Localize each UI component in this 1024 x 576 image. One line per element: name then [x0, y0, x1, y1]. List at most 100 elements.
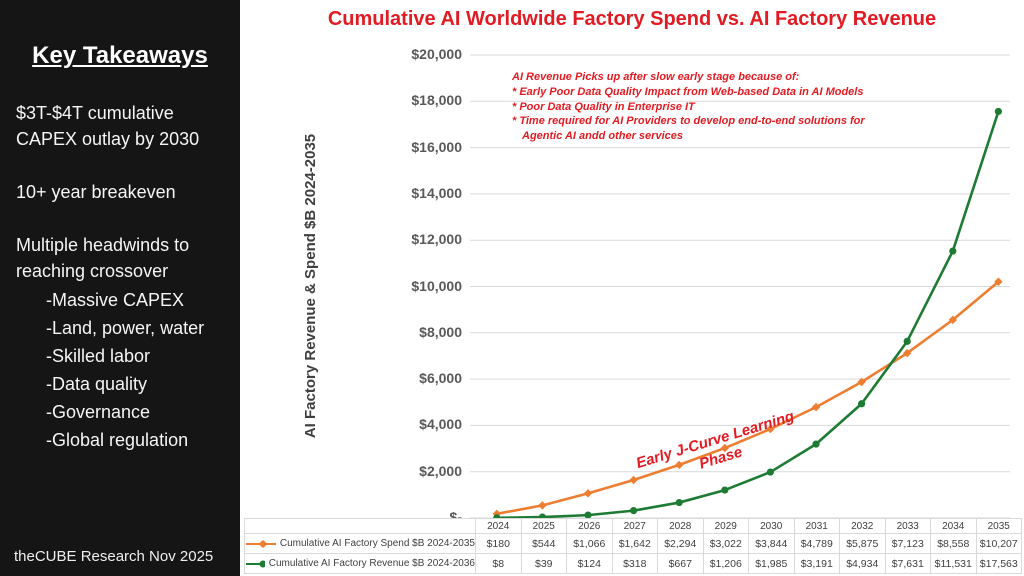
attribution-text: theCUBE Research Nov 2025 — [14, 548, 214, 565]
data-point-marker — [583, 489, 593, 498]
value-cell: $7,123 — [884, 533, 931, 554]
sidebar-body: $3T-$4T cumulative CAPEX outlay by 2030 1… — [16, 100, 240, 454]
y-tick-label: $8,000 — [419, 323, 462, 340]
y-tick-label: $10,000 — [411, 277, 462, 294]
series-line — [495, 110, 1000, 520]
value-cell: $1,985 — [748, 553, 795, 574]
data-point-marker — [766, 424, 775, 434]
data-point-marker — [949, 247, 957, 255]
takeaway-bullet: -Governance — [46, 402, 151, 422]
value-cell: $2,294 — [657, 533, 704, 554]
takeaway-bullet: -Data quality — [46, 374, 148, 394]
value-cell: $8,558 — [930, 533, 977, 554]
data-point-marker — [721, 486, 729, 494]
legend-cell: Cumulative AI Factory Revenue $B 2024-20… — [244, 553, 476, 574]
value-cell: $3,022 — [702, 533, 749, 554]
value-cell: $4,789 — [793, 533, 840, 554]
data-point-marker — [994, 277, 1003, 286]
data-point-marker — [766, 468, 775, 476]
data-point-marker — [629, 475, 638, 485]
data-point-marker — [948, 315, 957, 325]
takeaway-bullet: -Massive CAPEX — [46, 290, 185, 310]
value-cell: $4,934 — [839, 553, 886, 574]
legend-cell: Cumulative AI Factory Spend $B 2024-2035 — [244, 533, 476, 554]
year-header-cell: 2024 — [475, 518, 522, 534]
callout-line: AI Revenue Picks up after slow early sta… — [512, 71, 800, 83]
value-cell: $1,206 — [702, 553, 749, 574]
data-point-marker — [630, 507, 638, 515]
value-cell: $1,066 — [566, 533, 613, 554]
year-header-cell: 2028 — [657, 518, 704, 534]
value-cell: $1,642 — [611, 533, 658, 554]
y-tick-label: $4,000 — [419, 416, 462, 433]
revenue-callout-annotation: AI Revenue Picks up after slow early sta… — [512, 70, 942, 144]
legend-label: Cumulative AI Factory Revenue $B 2024-20… — [268, 558, 475, 569]
value-cell: $10,207 — [975, 533, 1022, 554]
value-cell: $5,875 — [839, 533, 886, 554]
value-cell: $318 — [611, 553, 658, 574]
value-cell: $39 — [520, 553, 567, 574]
data-point-marker — [858, 400, 866, 408]
value-cell: $180 — [475, 533, 522, 554]
data-point-marker — [538, 501, 547, 510]
table-row: Cumulative AI Factory Spend $B 2024-2035… — [244, 533, 1022, 554]
data-point-marker — [584, 511, 592, 519]
table-row: Cumulative AI Factory Revenue $B 2024-20… — [244, 553, 1022, 574]
chart-title: Cumulative AI Worldwide Factory Spend vs… — [327, 8, 937, 30]
value-cell: $11,531 — [930, 553, 977, 574]
line-chart-canvas — [470, 54, 1010, 522]
year-header-cell: 2031 — [793, 518, 840, 534]
callout-line: * Time required for AI Providers to deve… — [512, 115, 865, 128]
callout-line: * Early Poor Data Quality Impact from We… — [512, 85, 864, 98]
year-header-cell: 2026 — [566, 518, 613, 534]
data-point-marker — [675, 498, 683, 507]
y-tick-label: $18,000 — [411, 92, 462, 109]
year-header-cell: 2033 — [884, 518, 931, 534]
value-cell: $3,191 — [793, 553, 840, 574]
y-tick-label: $6,000 — [419, 370, 462, 387]
year-header-cell: 2034 — [930, 518, 977, 534]
y-tick-label: $14,000 — [411, 184, 462, 201]
table-corner-cell — [244, 518, 476, 534]
data-point-marker — [903, 348, 912, 358]
takeaway-bullet: -Land, power, water — [46, 318, 205, 338]
year-header-cell: 2035 — [975, 518, 1022, 534]
key-takeaways-panel: Key Takeaways $3T-$4T cumulative CAPEX o… — [0, 0, 240, 576]
takeaway-paragraph: 10+ year breakeven — [16, 182, 176, 202]
data-point-marker — [994, 107, 1003, 116]
table-header-row: 2024 2025 2026 2027 2028 2029 2030 2031 2032 2033… — [244, 518, 1022, 534]
series-line — [495, 280, 1000, 516]
y-tick-label: $12,000 — [411, 231, 462, 248]
data-point-marker — [812, 440, 820, 448]
value-cell: $7,631 — [884, 553, 931, 574]
value-cell: $17,563 — [975, 553, 1022, 574]
revenue-legend-marker-icon — [246, 560, 265, 567]
takeaway-paragraph: Multiple headwinds to reaching crossover — [16, 235, 190, 281]
value-cell: $667 — [657, 553, 704, 574]
year-header-cell: 2032 — [839, 518, 886, 534]
takeaway-bullet: -Skilled labor — [46, 346, 151, 366]
data-point-marker — [811, 402, 821, 412]
year-header-cell: 2025 — [520, 518, 567, 534]
year-header-cell: 2030 — [748, 518, 795, 534]
y-tick-label: $20,000 — [411, 46, 462, 62]
legend-label: Cumulative AI Factory Spend $B 2024-2035 — [279, 538, 475, 549]
callout-line: * Poor Data Quality in Enterprise IT — [512, 100, 695, 113]
value-cell: $544 — [520, 533, 567, 554]
data-table: 2024 2025 2026 2027 2028 2029 2030 2031 2032 2033… — [244, 518, 1022, 574]
data-point-marker — [857, 377, 866, 387]
value-cell: $3,844 — [748, 533, 795, 554]
callout-line: Agentic AI andd other services — [522, 130, 683, 143]
year-header-cell: 2029 — [702, 518, 749, 534]
spend-legend-marker-icon — [246, 539, 276, 548]
sidebar-title: Key Takeaways — [32, 42, 208, 69]
data-point-marker — [903, 337, 911, 345]
takeaway-bullet-list: -Massive CAPEX -Land, power, water -Skille… — [46, 286, 240, 454]
y-tick-label: $2,000 — [419, 462, 462, 479]
value-cell: $8 — [475, 553, 522, 574]
value-cell: $124 — [566, 553, 613, 574]
year-header-cell: 2027 — [611, 518, 658, 534]
y-tick-label: $16,000 — [411, 138, 462, 155]
takeaway-paragraph: $3T-$4T cumulative CAPEX outlay by 2030 — [16, 103, 200, 149]
